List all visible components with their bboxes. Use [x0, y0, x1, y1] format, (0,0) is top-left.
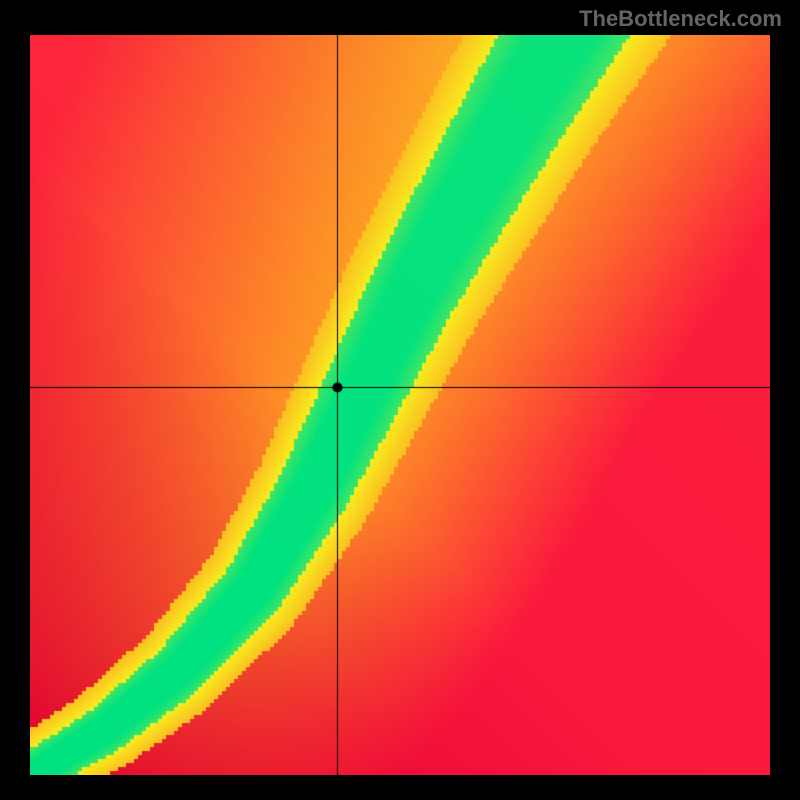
heat-gradient-plot [30, 35, 770, 775]
watermark-text: TheBottleneck.com [579, 6, 782, 32]
chart-container: TheBottleneck.com [0, 0, 800, 800]
